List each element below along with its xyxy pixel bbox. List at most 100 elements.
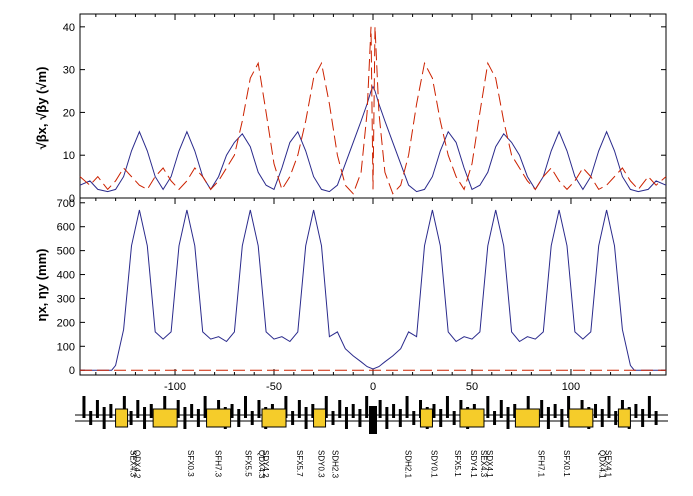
disp-ytick-label: 100 bbox=[57, 341, 75, 353]
quadrupole-magnet bbox=[344, 407, 348, 429]
quadrupole-magnet bbox=[526, 396, 530, 418]
beta-ytick-label: 0 bbox=[69, 193, 75, 205]
lattice-element-label: SDY4.1 bbox=[469, 450, 478, 478]
xtick-label: 100 bbox=[562, 381, 580, 393]
quadrupole-magnet bbox=[614, 411, 618, 425]
disp-ytick-label: 0 bbox=[69, 365, 75, 377]
quadrupole-magnet bbox=[432, 404, 436, 418]
xtick-label: 0 bbox=[370, 381, 376, 393]
quadrupole-magnet bbox=[203, 396, 207, 418]
lattice-element-label: QDX4.3 bbox=[257, 450, 266, 479]
quadrupole-magnet bbox=[378, 400, 382, 418]
quadrupole-magnet bbox=[405, 396, 409, 418]
lattice-element-label: SDY0.1 bbox=[429, 450, 438, 478]
dipole-magnet bbox=[115, 408, 129, 428]
dipole-magnet bbox=[514, 408, 540, 428]
beta-ytick-label: 10 bbox=[63, 150, 75, 162]
quadrupole-magnet bbox=[546, 407, 550, 429]
quadrupole-magnet bbox=[365, 396, 369, 418]
lattice-element-label: SDY0.3 bbox=[317, 450, 326, 478]
quadrupole-magnet bbox=[109, 404, 113, 418]
quadrupole-magnet bbox=[486, 396, 490, 418]
quadrupole-magnet bbox=[412, 411, 416, 425]
dipole-magnet bbox=[261, 408, 287, 428]
dipole-magnet bbox=[459, 408, 485, 428]
quadrupole-magnet bbox=[439, 409, 443, 427]
dispersion-series-group bbox=[80, 209, 666, 371]
beta-y-axis-label: √βx, √βy (√m) bbox=[34, 67, 49, 150]
disp-ytick-label: 200 bbox=[57, 317, 75, 329]
quadrupole-magnet bbox=[647, 396, 651, 418]
dipole-magnet bbox=[206, 408, 232, 428]
quadrupole-magnet bbox=[560, 409, 564, 427]
quadrupole-magnet bbox=[122, 396, 126, 418]
xtick-label: 50 bbox=[466, 381, 478, 393]
beta-function-panel: 0 10 20 30 40 √βx, √βy (√m) bbox=[34, 13, 667, 205]
xtick-label: -50 bbox=[266, 381, 282, 393]
lattice-element-label: SEX4.1 bbox=[604, 450, 613, 478]
sqrt_beta_y-line bbox=[79, 26, 667, 195]
quadrupole-magnet bbox=[641, 409, 645, 427]
quadrupole-magnet bbox=[163, 396, 167, 418]
lattice-element-label: SEX4.3 bbox=[479, 450, 488, 478]
lattice-element-label: QDX4.2 bbox=[132, 450, 141, 479]
lattice-element-label: SEX4.3 bbox=[129, 450, 138, 478]
quadrupole-magnet bbox=[506, 407, 510, 429]
quadrupole-magnet bbox=[513, 404, 517, 418]
quadrupole-magnet bbox=[304, 407, 308, 429]
quadrupole-magnet bbox=[385, 407, 389, 429]
beta-y-axis: 0 10 20 30 40 bbox=[63, 22, 666, 205]
center-element bbox=[369, 406, 377, 434]
quadrupole-magnet bbox=[129, 411, 133, 425]
dipole-magnet bbox=[568, 408, 594, 428]
quadrupole-magnet bbox=[499, 400, 503, 418]
quadrupole-magnet bbox=[324, 396, 328, 418]
quadrupole-magnet bbox=[250, 411, 254, 425]
quadrupole-magnet bbox=[540, 400, 544, 418]
beta-ytick-label: 40 bbox=[63, 22, 75, 34]
quadrupole-magnet bbox=[284, 396, 288, 418]
quadrupole-magnet bbox=[392, 404, 396, 418]
beta-ytick-label: 30 bbox=[63, 65, 75, 77]
quadrupole-magnet bbox=[445, 396, 449, 418]
sqrt_beta_x-line bbox=[79, 85, 667, 193]
lattice-element-label: SFX5.7 bbox=[295, 450, 304, 477]
disp-ytick-label: 700 bbox=[57, 198, 75, 210]
quadrupole-magnet bbox=[183, 407, 187, 429]
quadrupole-magnet bbox=[95, 400, 99, 418]
quadrupole-magnet bbox=[567, 396, 571, 418]
quadrupole-magnet bbox=[338, 400, 342, 418]
xtick-label: -100 bbox=[164, 381, 186, 393]
quadrupole-magnet bbox=[89, 411, 93, 425]
lattice-element-label: SFX5.1 bbox=[453, 450, 462, 477]
disp-ytick-label: 600 bbox=[57, 222, 75, 234]
eta_x-line bbox=[80, 209, 666, 371]
quadrupole-magnet bbox=[351, 404, 355, 418]
quadrupole-magnet bbox=[634, 404, 638, 418]
lattice-element-label: SFX0.1 bbox=[562, 450, 571, 477]
lattice-element-label: SDH2.3 bbox=[330, 450, 339, 479]
lattice-element-label: SFX0.3 bbox=[186, 450, 195, 477]
lattice-element-label: QDX4.1 bbox=[598, 450, 607, 479]
quadrupole-magnet bbox=[230, 404, 234, 418]
disp-ytick-label: 300 bbox=[57, 293, 75, 305]
beta-ytick-label: 20 bbox=[63, 107, 75, 119]
quadrupole-magnet bbox=[244, 396, 248, 418]
dipole-magnet bbox=[313, 408, 327, 428]
dipole-magnet bbox=[152, 408, 178, 428]
quadrupole-magnet bbox=[257, 400, 261, 418]
quadrupole-magnet bbox=[237, 409, 241, 427]
quadrupole-magnet bbox=[594, 404, 598, 418]
quadrupole-magnet bbox=[600, 409, 604, 427]
lattice-element-label: SFH7.1 bbox=[536, 450, 545, 478]
quadrupole-magnet bbox=[311, 404, 315, 418]
dipole-magnet bbox=[419, 408, 433, 428]
dipole-magnet bbox=[617, 408, 631, 428]
quadrupole-magnet bbox=[297, 400, 301, 418]
quadrupole-magnet bbox=[149, 404, 153, 418]
quadrupole-magnet bbox=[82, 396, 86, 418]
lattice-element-label: SFH7.3 bbox=[214, 450, 223, 478]
dispersion-plot-frame bbox=[79, 197, 667, 376]
